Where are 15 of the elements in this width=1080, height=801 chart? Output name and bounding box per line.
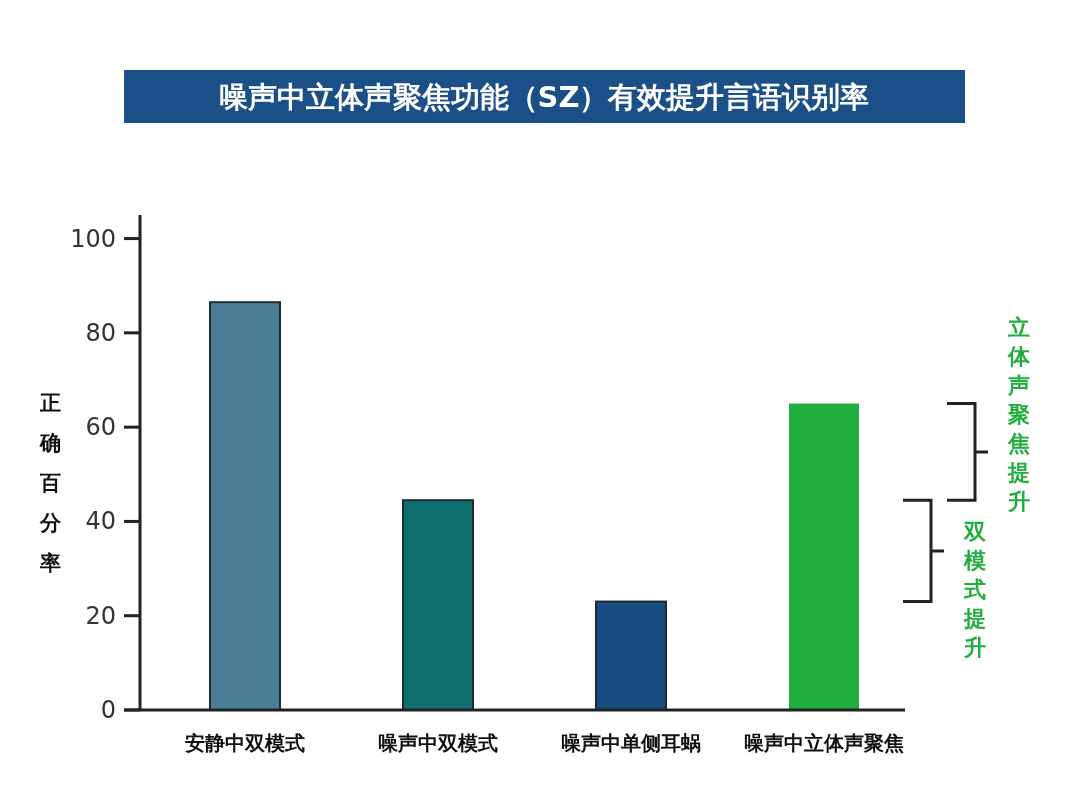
y-tick-label: 20 [85,601,116,630]
y-tick-label: 40 [85,507,116,536]
y-tick-label: 0 [100,696,116,724]
y-tick-label: 60 [85,413,116,442]
x-tick-label: 噪声中立体声聚焦 [744,731,904,755]
x-tick-label: 噪声中单侧耳蜗 [561,731,701,755]
text: 立体声聚焦提升 [1007,314,1031,514]
text: 双模式提升 [963,518,987,660]
chart-title: 噪声中立体声聚焦功能（SZ）有效提升言语识别率 [218,80,870,114]
y-tick-label: 80 [85,318,116,347]
x-tick-label: 安静中双模式 [185,731,305,755]
ylabel: 正确百分率 [39,391,61,575]
title: 噪声中立体声聚焦功能（SZ）有效提升言语识别率 [124,70,965,123]
x-tick-label: 噪声中双模式 [378,731,498,755]
y-tick-label: 100 [70,224,116,253]
